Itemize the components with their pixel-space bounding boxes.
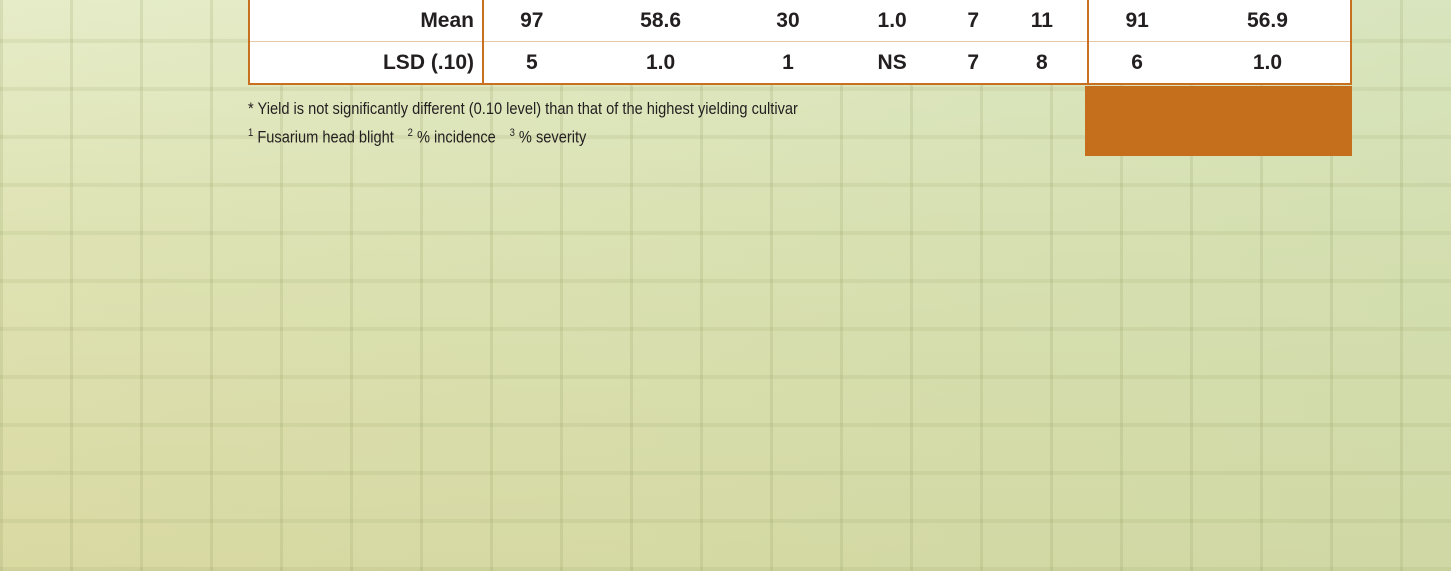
cell: 97 <box>520 8 544 32</box>
footnote-text: % severity <box>518 127 587 147</box>
footnote-marker: 2 <box>407 127 413 139</box>
cell: 6 <box>1088 41 1185 84</box>
footnote-marker: 1 <box>248 127 254 139</box>
cell: 1.0 <box>579 41 742 84</box>
row-label: LSD (.10) <box>249 41 484 84</box>
table-row: Mean 97 58.6 30 1.0 7 11 91 56.9 <box>249 0 1351 42</box>
cell: 30 <box>776 8 800 32</box>
footnote-text: Fusarium head blight <box>257 127 394 147</box>
cell: 11 <box>996 0 1090 42</box>
cell: 56.9 <box>1247 8 1288 32</box>
footnotes: * Yield is not significantly different (… <box>248 96 798 150</box>
footnote: * Yield is not significantly different (… <box>248 99 798 118</box>
table-row: LSD (.10) 5 1.0 1 NS 7 8 6 1.0 <box>249 41 1351 84</box>
footnote-marker: 3 <box>509 127 515 139</box>
data-table: Mean 97 58.6 30 1.0 7 11 91 56.9 LSD (.10) 5 1.0 1 NS… <box>248 0 1352 85</box>
cell: 8 <box>996 41 1090 84</box>
footnote-text: % incidence <box>416 127 496 147</box>
cell: 91 <box>1125 8 1149 32</box>
footnote-list: 1 Fusarium head blight 2 % incidence 3 % s… <box>248 121 798 150</box>
orange-block <box>1085 86 1352 156</box>
cell: 1.0 <box>1184 41 1351 84</box>
row-label: Mean <box>249 0 484 42</box>
cell: 58.6 <box>640 8 682 32</box>
cell: 7 <box>967 8 980 32</box>
cell: 1 <box>741 41 835 84</box>
cell: 1.0 <box>877 8 907 32</box>
cell: 5 <box>483 41 580 84</box>
cell: NS <box>834 41 951 84</box>
cell: 7 <box>950 41 997 84</box>
